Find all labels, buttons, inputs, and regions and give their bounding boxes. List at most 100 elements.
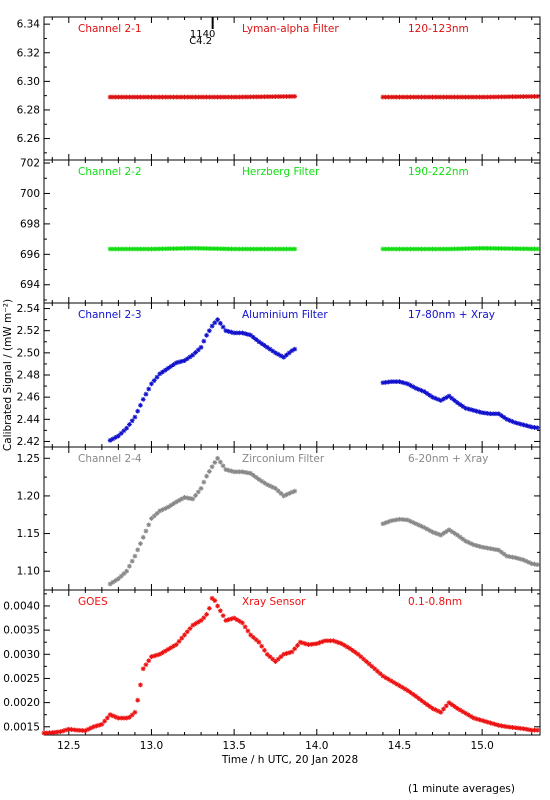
data-point [523, 726, 529, 732]
data-point [485, 719, 491, 725]
data-point [518, 725, 524, 731]
data-point [127, 714, 132, 720]
data-point [468, 407, 474, 413]
data-point [154, 652, 160, 658]
data-point [248, 470, 254, 476]
data-point [424, 702, 430, 707]
data-point [523, 558, 529, 564]
data-point [226, 467, 232, 473]
data-point [380, 673, 386, 679]
data-point [240, 94, 245, 100]
data-point [386, 379, 391, 385]
data-point [231, 94, 237, 100]
data-point [311, 641, 317, 647]
data-point [286, 350, 292, 356]
y-tick-label: 2.46 [17, 392, 41, 404]
data-point [523, 94, 529, 99]
data-point [165, 647, 171, 652]
data-point [386, 519, 391, 525]
data-point [82, 728, 88, 734]
data-point [476, 717, 482, 723]
data-point [226, 94, 232, 100]
data-point [116, 576, 121, 582]
data-point [405, 94, 411, 100]
data-point [110, 246, 116, 252]
data-point [91, 724, 96, 730]
data-point [242, 246, 248, 252]
data-point [190, 94, 196, 100]
band-label: 0.1-0.8nm [408, 596, 462, 608]
data-point [165, 504, 171, 510]
data-point [273, 485, 278, 491]
data-point [149, 516, 154, 521]
data-point [146, 658, 152, 664]
data-point [281, 94, 287, 99]
data-point [523, 423, 529, 428]
data-point [245, 94, 251, 100]
y-tick-label: 6.26 [17, 133, 41, 145]
data-point [113, 435, 119, 440]
data-point [278, 491, 284, 496]
data-point [151, 513, 157, 519]
data-point [504, 94, 510, 100]
data-point [212, 320, 218, 326]
data-point [504, 553, 510, 559]
data-point [140, 534, 146, 540]
plot-frame [43, 302, 541, 448]
data-point [143, 662, 149, 668]
data-point [209, 323, 215, 329]
data-point [168, 246, 174, 252]
data-point [308, 641, 314, 647]
data-point [493, 94, 499, 100]
data-point [149, 246, 154, 252]
data-point [201, 338, 207, 344]
data-point [116, 94, 121, 100]
data-point [69, 727, 74, 732]
data-point [217, 459, 223, 465]
data-point [193, 94, 198, 100]
data-point [534, 425, 540, 431]
data-point [157, 246, 163, 252]
data-point [237, 618, 243, 624]
data-point [193, 493, 198, 498]
y-tick-label: 2.50 [17, 347, 40, 359]
y-tick-label: 1.10 [17, 566, 40, 578]
data-point [314, 641, 320, 647]
y-tick-label: 6.32 [17, 47, 40, 59]
data-point [372, 666, 378, 672]
data-point [129, 246, 135, 252]
data-point [468, 246, 474, 251]
data-point [474, 716, 480, 722]
data-point [479, 94, 485, 100]
data-point [281, 493, 287, 499]
data-point [476, 543, 482, 549]
data-point [435, 531, 441, 537]
data-point [397, 246, 402, 252]
data-point [441, 530, 446, 536]
data-point [220, 94, 226, 100]
data-point [427, 704, 433, 709]
chart-panel-2: 694 696 698 700 702 Channel 2-2 Herzberg Filte… [20, 158, 541, 304]
data-point [446, 393, 452, 399]
data-point [245, 628, 251, 634]
data-point [140, 94, 146, 100]
data-point [507, 724, 513, 730]
chart-panel-3: 2.42 2.44 2.46 2.48 2.50 2.52 2.54 Channel 2-3 A… [17, 302, 541, 448]
data-point [341, 642, 347, 648]
data-point [267, 483, 273, 489]
band-label: 6-20nm + Xray [408, 453, 488, 465]
data-point [176, 246, 182, 251]
data-point [410, 94, 416, 100]
data-point [521, 726, 526, 732]
data-point [534, 246, 540, 252]
data-point [198, 485, 204, 491]
data-point [193, 621, 198, 627]
data-point [231, 246, 237, 252]
data-point [242, 94, 248, 100]
data-point [184, 356, 190, 362]
data-point [515, 725, 521, 731]
data-point [438, 398, 444, 403]
data-point [435, 708, 441, 714]
data-point [319, 639, 325, 645]
